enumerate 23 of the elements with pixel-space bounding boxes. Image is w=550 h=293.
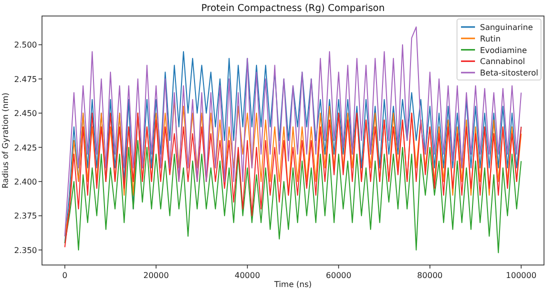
y-tick-label: 2.350 <box>14 246 37 255</box>
y-tick-label: 2.450 <box>14 109 37 118</box>
chart-title: Protein Compactness (Rg) Comparison <box>201 3 385 14</box>
legend-label: Evodiamine <box>480 46 527 55</box>
x-tick-label: 20000 <box>143 271 169 280</box>
y-tick-label: 2.475 <box>14 74 37 84</box>
line-series <box>64 112 522 248</box>
legend-label: Sanguinarine <box>480 23 533 32</box>
legend-label: Rutin <box>480 34 501 44</box>
y-axis-title: Radius of Gyration (nm) <box>1 92 10 188</box>
y-tick-label: 2.400 <box>14 178 37 187</box>
x-axis-title: Time (ns) <box>273 280 312 289</box>
line-series <box>64 140 522 254</box>
y-tick-label: 2.500 <box>14 40 37 50</box>
y-tick-label: 2.425 <box>14 143 37 152</box>
x-tick-label: 40000 <box>234 271 260 280</box>
x-tick-label: 80000 <box>417 271 443 280</box>
x-tick-label: 100000 <box>506 271 536 280</box>
legend-label: Beta-sitosterol <box>480 68 538 78</box>
y-tick-label: 2.375 <box>14 212 37 221</box>
legend-label: Cannabinol <box>480 57 526 66</box>
x-tick-label: 60000 <box>326 271 352 280</box>
x-tick-label: 0 <box>62 271 68 280</box>
